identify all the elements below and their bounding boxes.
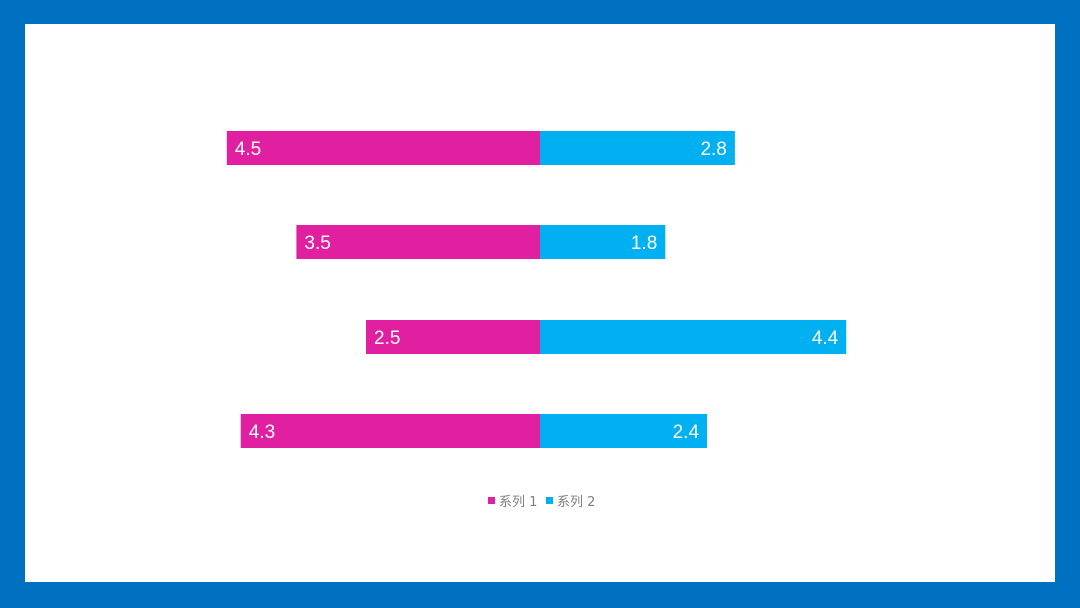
bar-series-2-row-4	[540, 414, 708, 448]
legend-swatch-series-2	[546, 497, 553, 504]
bar-series-1-row-3	[366, 320, 540, 354]
bar-series-1-row-1	[226, 131, 541, 165]
bar-series-1-row-2	[296, 225, 540, 259]
data-label-series-2-row-2: 1.8	[631, 233, 657, 254]
data-label-series-2-row-4: 2.4	[673, 422, 700, 443]
bar-series-2-row-2	[540, 225, 666, 259]
legend-label-series-2: 系列 2	[557, 495, 595, 510]
bar-series-1-row-4	[240, 414, 540, 448]
legend: 系列 1 系列 2	[488, 495, 595, 510]
data-label-series-1-row-4: 4.3	[249, 422, 275, 443]
bar-series-2-row-3	[540, 320, 847, 354]
legend-swatch-series-1	[488, 497, 495, 504]
chart-panel: 4.5 2.8 3.5 1.8 2.5 4.4 4.3 2.4 系列 1 系列 2	[25, 24, 1055, 582]
data-label-series-1-row-1: 4.5	[235, 139, 261, 160]
bar-series-2-row-1	[540, 131, 735, 165]
data-label-series-1-row-3: 2.5	[374, 328, 400, 349]
diverging-bar-chart: 4.5 2.8 3.5 1.8 2.5 4.4 4.3 2.4 系列 1 系列 2	[226, 131, 847, 510]
legend-label-series-1: 系列 1	[499, 495, 537, 510]
data-label-series-1-row-2: 3.5	[304, 233, 330, 254]
data-label-series-2-row-1: 2.8	[700, 139, 726, 160]
data-label-series-2-row-3: 4.4	[812, 328, 839, 349]
